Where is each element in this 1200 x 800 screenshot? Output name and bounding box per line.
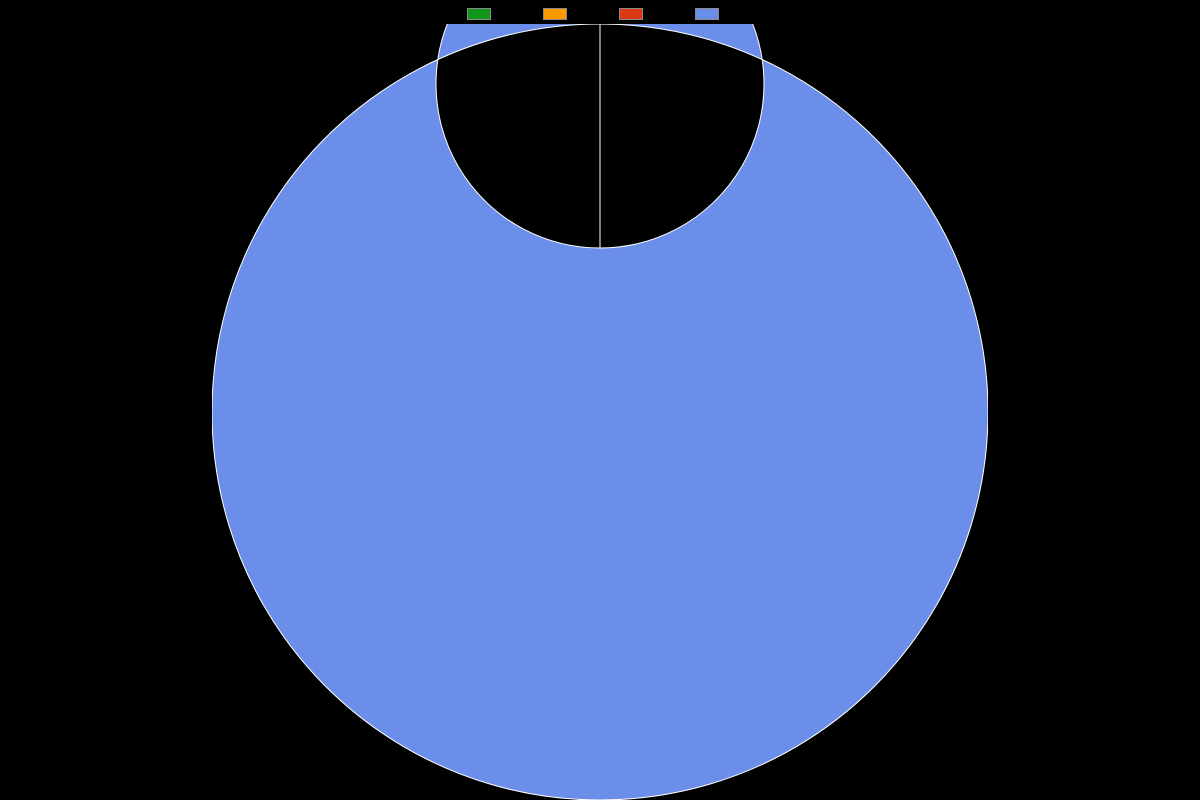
legend-swatch-2 [619, 8, 643, 20]
legend-swatch-0 [467, 8, 491, 20]
donut-chart [212, 24, 988, 800]
legend-swatch-1 [543, 8, 567, 20]
legend-swatch-3 [695, 8, 719, 20]
donut-svg [212, 24, 988, 800]
legend-item-1[interactable] [543, 8, 581, 20]
legend-item-0[interactable] [467, 8, 505, 20]
chart-legend [467, 8, 733, 20]
legend-item-3[interactable] [695, 8, 733, 20]
legend-item-2[interactable] [619, 8, 657, 20]
